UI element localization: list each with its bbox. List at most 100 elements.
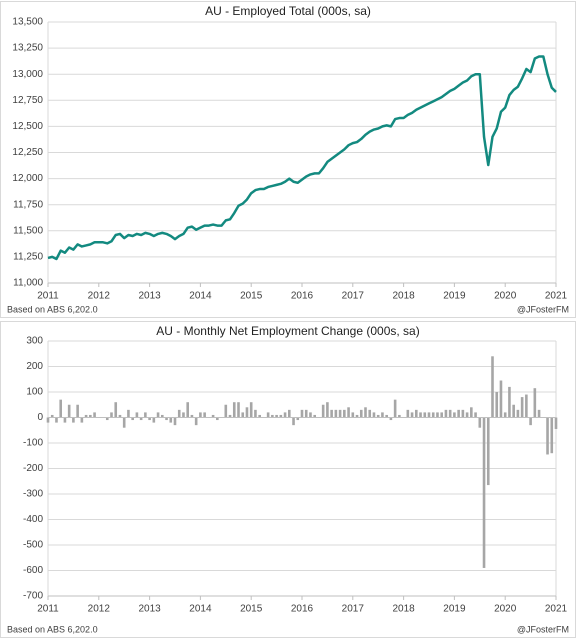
bar bbox=[80, 417, 84, 423]
x-tick-label: 2011 bbox=[37, 604, 59, 615]
y-tick-label: -300 bbox=[23, 489, 43, 500]
x-tick-label: 2014 bbox=[189, 291, 212, 302]
source-note: Based on ABS 6,202.0 bbox=[7, 624, 98, 634]
x-tick-label: 2015 bbox=[240, 291, 263, 302]
source-note: Based on ABS 6,202.0 bbox=[7, 304, 98, 314]
bar bbox=[465, 412, 469, 418]
bar bbox=[152, 417, 156, 423]
bar bbox=[512, 404, 515, 418]
bar bbox=[232, 402, 236, 418]
chart-title: AU - Monthly Net Employment Change (000s… bbox=[156, 324, 419, 338]
x-tick-label: 2015 bbox=[240, 604, 263, 615]
panel-border bbox=[0, 321, 576, 638]
bar bbox=[186, 402, 189, 418]
bar bbox=[279, 414, 283, 418]
bar bbox=[431, 412, 435, 418]
x-tick-label: 2016 bbox=[291, 604, 314, 615]
bar bbox=[415, 409, 418, 418]
bar bbox=[550, 417, 554, 454]
bar bbox=[55, 417, 58, 423]
bar bbox=[525, 394, 528, 418]
x-tick-label: 2016 bbox=[291, 291, 314, 302]
bar bbox=[461, 409, 465, 418]
bar bbox=[156, 412, 160, 418]
y-tick-label: 12,750 bbox=[12, 95, 43, 106]
y-tick-label: 12,000 bbox=[12, 173, 43, 184]
bar bbox=[237, 402, 240, 418]
bar bbox=[313, 414, 316, 418]
bar bbox=[224, 404, 228, 418]
x-tick-label: 2014 bbox=[189, 604, 212, 615]
bar bbox=[385, 414, 388, 418]
bar bbox=[182, 412, 185, 418]
bar bbox=[499, 380, 503, 418]
bar bbox=[266, 412, 270, 418]
bar bbox=[419, 412, 422, 418]
bar bbox=[67, 404, 71, 418]
bar bbox=[389, 417, 393, 421]
bar bbox=[334, 409, 338, 418]
bar bbox=[59, 399, 62, 418]
bar bbox=[114, 402, 118, 418]
bar bbox=[271, 414, 274, 418]
bar bbox=[127, 409, 130, 418]
bar bbox=[165, 417, 168, 421]
bar bbox=[440, 412, 443, 418]
bar bbox=[46, 417, 50, 423]
bar bbox=[368, 409, 372, 418]
panel-border bbox=[0, 1, 576, 318]
bar bbox=[486, 417, 490, 486]
y-tick-label: 300 bbox=[26, 336, 43, 347]
bar bbox=[190, 414, 194, 418]
bar bbox=[296, 417, 300, 421]
bar bbox=[309, 412, 312, 418]
bar bbox=[228, 414, 232, 418]
x-tick-label: 2019 bbox=[443, 604, 466, 615]
y-tick-label: 11,750 bbox=[13, 199, 43, 210]
x-tick-label: 2020 bbox=[494, 604, 517, 615]
y-tick-label: -400 bbox=[23, 514, 43, 525]
bar bbox=[304, 409, 308, 418]
bar bbox=[292, 417, 295, 426]
bar bbox=[135, 412, 139, 418]
x-tick-label: 2021 bbox=[545, 604, 568, 615]
y-tick-label: 11,250 bbox=[13, 252, 43, 263]
y-tick-label: 11,500 bbox=[13, 225, 43, 236]
bar bbox=[427, 412, 431, 418]
bar bbox=[533, 388, 537, 418]
y-tick-label: 11,000 bbox=[13, 278, 43, 289]
chart-title: AU - Employed Total (000s, sa) bbox=[205, 4, 371, 18]
x-tick-label: 2021 bbox=[545, 291, 568, 302]
bar bbox=[478, 417, 482, 428]
bar bbox=[254, 409, 257, 418]
bar bbox=[249, 402, 253, 418]
bar bbox=[300, 409, 304, 418]
y-tick-label: 200 bbox=[26, 361, 43, 372]
bar bbox=[444, 409, 448, 418]
y-tick-label: -600 bbox=[23, 565, 43, 576]
bar bbox=[482, 417, 486, 568]
bar bbox=[406, 409, 410, 418]
x-tick-label: 2012 bbox=[88, 291, 111, 302]
bar bbox=[258, 414, 261, 418]
bar bbox=[503, 412, 507, 418]
bar bbox=[131, 417, 134, 421]
bar bbox=[376, 414, 380, 418]
y-tick-label: -100 bbox=[23, 438, 43, 449]
bar bbox=[393, 399, 397, 418]
bar bbox=[326, 402, 329, 418]
x-tick-label: 2011 bbox=[37, 291, 59, 302]
bar bbox=[321, 404, 325, 418]
bar bbox=[508, 386, 511, 418]
bar bbox=[516, 409, 520, 418]
bar bbox=[245, 407, 249, 418]
bar bbox=[410, 412, 414, 418]
x-tick-label: 2013 bbox=[138, 291, 161, 302]
x-tick-label: 2017 bbox=[342, 291, 365, 302]
bar bbox=[110, 412, 113, 418]
bar bbox=[546, 417, 549, 455]
bar bbox=[436, 412, 439, 418]
bar bbox=[148, 417, 151, 421]
bar bbox=[211, 414, 215, 418]
